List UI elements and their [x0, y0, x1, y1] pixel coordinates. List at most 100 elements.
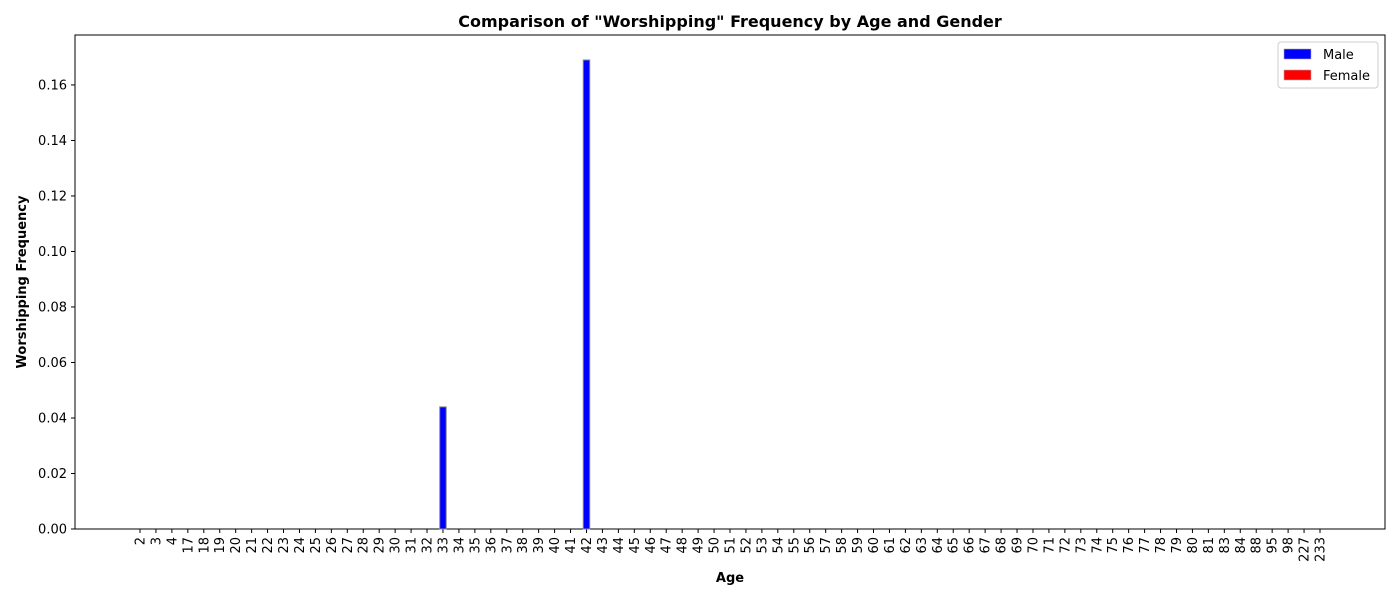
- x-tick-label: 18: [197, 537, 212, 554]
- x-axis: 2 3 4 17 18 19 20 21 22 23 24 25 26 27 28 29 30 31 32 33 34 3…: [134, 529, 1329, 562]
- x-tick-label: 73: [1074, 537, 1089, 554]
- x-tick-label: 3: [149, 537, 164, 545]
- x-tick-label: 2: [134, 537, 149, 545]
- x-tick-label: 83: [1218, 537, 1233, 554]
- x-tick-label: 53: [755, 537, 770, 554]
- x-tick-label: 43: [596, 537, 611, 554]
- x-tick-label: 49: [692, 537, 707, 554]
- x-tick-label: 95: [1266, 537, 1281, 554]
- legend-label-male: Male: [1323, 48, 1354, 63]
- plot-frame: [74, 34, 1386, 530]
- y-tick-label: 0.06: [38, 356, 67, 371]
- legend: Male Female: [1277, 41, 1379, 89]
- x-tick-label: 80: [1186, 537, 1201, 554]
- x-tick-label: 41: [564, 537, 579, 554]
- x-tick-label: 57: [819, 537, 834, 554]
- x-tick-label: 20: [229, 537, 244, 554]
- x-tick-label: 46: [644, 537, 659, 554]
- x-tick-label: 84: [1234, 537, 1249, 554]
- legend-swatch-male: [1283, 48, 1312, 60]
- x-tick-label: 34: [452, 537, 467, 554]
- y-axis: 0.00 0.02 0.04 0.06 0.08 0.10 0.12 0.14 0.16: [38, 78, 75, 538]
- x-tick-label: 66: [963, 537, 978, 554]
- x-tick-label: 74: [1090, 537, 1105, 554]
- x-tick-label: 75: [1106, 537, 1121, 554]
- x-tick-label: 31: [405, 537, 420, 554]
- x-tick-label: 42: [580, 537, 595, 554]
- x-tick-label: 38: [516, 537, 531, 554]
- x-tick-label: 61: [883, 537, 898, 554]
- y-tick-label: 0.02: [38, 467, 67, 482]
- x-tick-label: 81: [1202, 537, 1217, 554]
- x-tick-label: 33: [436, 537, 451, 554]
- x-tick-label: 17: [181, 537, 196, 554]
- x-tick-label: 24: [293, 537, 308, 554]
- x-tick-label: 39: [532, 537, 547, 554]
- x-tick-label: 44: [612, 537, 627, 554]
- x-tick-label: 30: [389, 537, 404, 554]
- y-tick-label: 0.16: [38, 78, 67, 93]
- x-axis-label: Age: [716, 571, 744, 586]
- x-tick-label: 22: [261, 537, 276, 554]
- y-tick-label: 0.14: [38, 134, 67, 149]
- x-tick-label: 26: [325, 537, 340, 554]
- x-tick-label: 76: [1122, 537, 1137, 554]
- y-axis-label: Worshipping Frequency: [15, 195, 30, 368]
- x-tick-label: 51: [724, 537, 739, 554]
- x-tick-label: 65: [947, 537, 962, 554]
- x-tick-label: 98: [1282, 537, 1297, 554]
- y-tick-label: 0.12: [38, 189, 67, 204]
- x-tick-label: 19: [213, 537, 228, 554]
- x-tick-label: 78: [1154, 537, 1169, 554]
- x-tick-label: 59: [851, 537, 866, 554]
- bar-male-age-42: [582, 59, 591, 530]
- x-tick-label: 79: [1170, 537, 1185, 554]
- y-tick-label: 0.04: [38, 411, 67, 426]
- legend-swatch-female: [1283, 69, 1312, 81]
- x-tick-label: 35: [468, 537, 483, 554]
- x-tick-label: 4: [165, 537, 180, 545]
- x-tick-label: 32: [421, 537, 436, 554]
- x-tick-label: 25: [309, 537, 324, 554]
- x-tick-label: 48: [676, 537, 691, 554]
- y-tick-label: 0.08: [38, 300, 67, 315]
- legend-label-female: Female: [1323, 69, 1370, 84]
- x-tick-label: 64: [931, 537, 946, 554]
- x-tick-label: 71: [1042, 537, 1057, 554]
- bars: [439, 59, 591, 530]
- x-tick-label: 70: [1026, 537, 1041, 554]
- x-tick-label: 36: [484, 537, 499, 554]
- x-tick-label: 23: [277, 537, 292, 554]
- y-tick-label: 0.00: [38, 523, 67, 538]
- x-tick-label: 54: [771, 537, 786, 554]
- x-tick-label: 67: [979, 537, 994, 554]
- x-tick-label: 55: [787, 537, 802, 554]
- x-tick-label: 28: [357, 537, 372, 554]
- x-tick-label: 227: [1298, 537, 1313, 562]
- x-tick-label: 40: [548, 537, 563, 554]
- x-tick-label: 27: [341, 537, 356, 554]
- x-tick-label: 77: [1138, 537, 1153, 554]
- x-tick-label: 47: [660, 537, 675, 554]
- x-tick-label: 29: [373, 537, 388, 554]
- x-tick-label: 68: [995, 537, 1010, 554]
- x-tick-label: 50: [708, 537, 723, 554]
- bar-male-age-33: [439, 406, 447, 530]
- x-tick-label: 45: [628, 537, 643, 554]
- chart-title: Comparison of "Worshipping" Frequency by…: [458, 12, 1002, 31]
- x-tick-label: 72: [1058, 537, 1073, 554]
- x-tick-label: 60: [867, 537, 882, 554]
- x-tick-label: 233: [1314, 537, 1329, 562]
- x-tick-label: 37: [500, 537, 515, 554]
- x-tick-label: 62: [899, 537, 914, 554]
- y-tick-label: 0.10: [38, 245, 67, 260]
- x-tick-label: 56: [803, 537, 818, 554]
- x-tick-label: 69: [1011, 537, 1026, 554]
- x-tick-label: 88: [1250, 537, 1265, 554]
- x-tick-label: 52: [739, 537, 754, 554]
- x-tick-label: 21: [245, 537, 260, 554]
- x-tick-label: 63: [915, 537, 930, 554]
- x-tick-label: 58: [835, 537, 850, 554]
